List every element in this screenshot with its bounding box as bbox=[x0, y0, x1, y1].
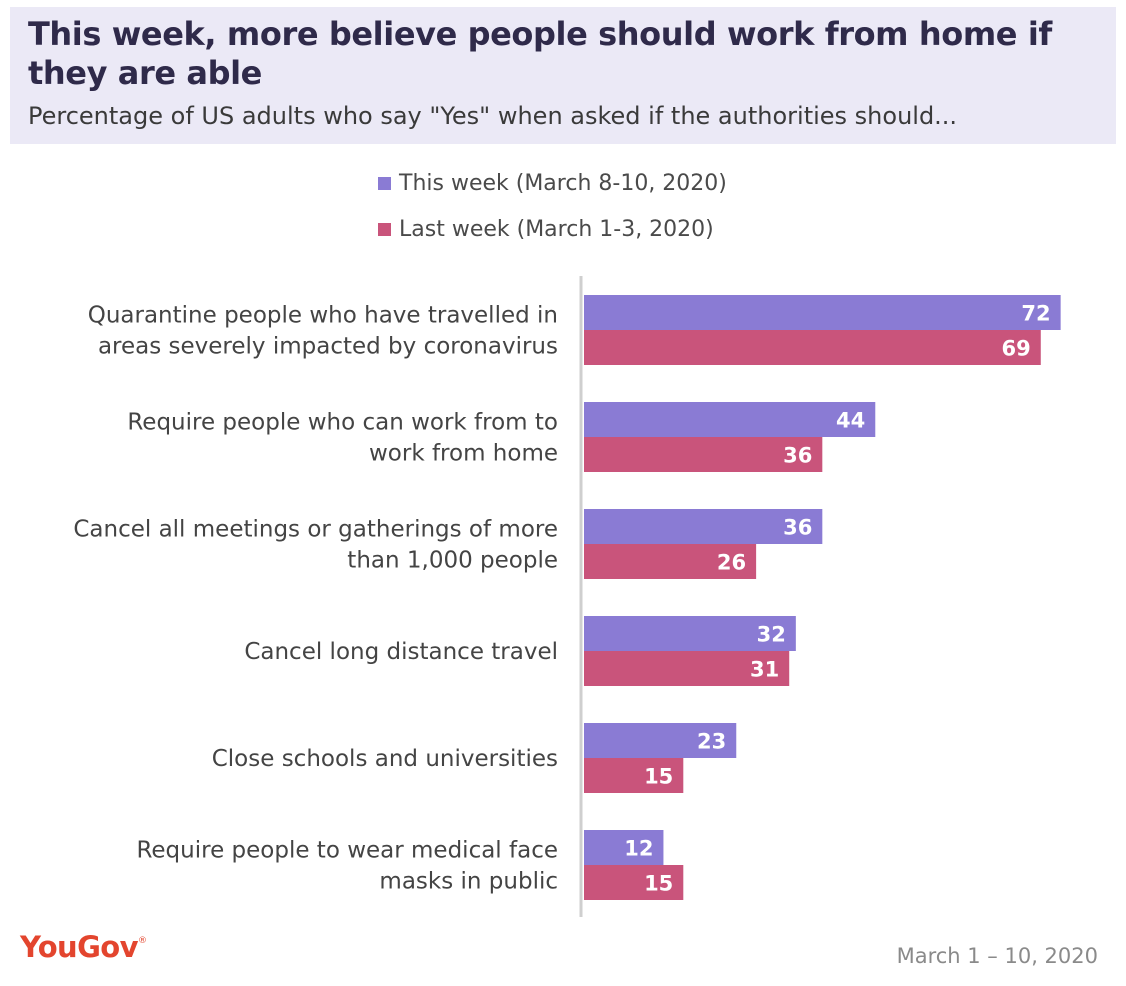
category-label-line: than 1,000 people bbox=[347, 548, 558, 574]
bar-this-week bbox=[584, 295, 1061, 330]
category-label-line: Quarantine people who have travelled in bbox=[88, 303, 558, 329]
bar-last-week bbox=[584, 865, 684, 900]
bar-last-week bbox=[584, 330, 1041, 365]
date-range: March 1 – 10, 2020 bbox=[896, 944, 1098, 968]
data-label-last-week: 26 bbox=[717, 551, 746, 575]
bar-this-week bbox=[584, 402, 876, 437]
category-label-line: masks in public bbox=[379, 869, 558, 895]
category-label-line: Close schools and universities bbox=[212, 746, 558, 772]
header-panel: This week, more believe people should wo… bbox=[10, 7, 1116, 144]
legend-label-this-week: This week (March 8-10, 2020) bbox=[399, 170, 727, 196]
data-label-this-week: 23 bbox=[697, 730, 726, 754]
data-label-this-week: 32 bbox=[757, 623, 786, 647]
legend-item-last-week: Last week (March 1-3, 2020) bbox=[378, 212, 727, 246]
category-label: Cancel long distance travel bbox=[244, 639, 558, 665]
yougov-logo: YouGov® bbox=[20, 930, 147, 964]
legend-item-this-week: This week (March 8-10, 2020) bbox=[378, 166, 727, 200]
bar-last-week bbox=[584, 437, 823, 472]
category-label: Require people who can work from to work … bbox=[127, 410, 558, 467]
bar-chart: Quarantine people who have travelled in a… bbox=[73, 276, 1061, 917]
category-label-line: work from home bbox=[369, 441, 558, 467]
category-label-line: areas severely impacted by coronavirus bbox=[98, 334, 558, 360]
legend: This week (March 8-10, 2020) Last week (… bbox=[378, 166, 727, 258]
chart-title: This week, more believe people should wo… bbox=[28, 15, 1052, 92]
data-label-last-week: 31 bbox=[750, 658, 779, 682]
bar-this-week bbox=[584, 616, 796, 651]
bar-this-week bbox=[584, 509, 823, 544]
data-label-this-week: 72 bbox=[1021, 302, 1050, 326]
category-label-line: Cancel all meetings or gatherings of mor… bbox=[73, 517, 558, 543]
category-label: Cancel all meetings or gatherings of mor… bbox=[73, 517, 558, 574]
bar-last-week bbox=[584, 651, 790, 686]
legend-swatch-this-week bbox=[378, 176, 391, 190]
data-label-this-week: 44 bbox=[836, 409, 865, 433]
bar-this-week bbox=[584, 723, 737, 758]
category-label-line: Require people to wear medical face bbox=[136, 838, 558, 864]
data-label-this-week: 12 bbox=[624, 837, 653, 861]
category-label: Close schools and universities bbox=[212, 746, 558, 772]
legend-swatch-last-week bbox=[378, 222, 391, 236]
category-label-line: Require people who can work from to bbox=[127, 410, 558, 436]
data-label-last-week: 36 bbox=[783, 444, 812, 468]
legend-label-last-week: Last week (March 1-3, 2020) bbox=[399, 216, 714, 242]
chart-subtitle: Percentage of US adults who say "Yes" wh… bbox=[28, 102, 958, 130]
data-label-last-week: 15 bbox=[644, 872, 673, 896]
category-label: Require people to wear medical face masks… bbox=[136, 838, 558, 895]
data-label-this-week: 36 bbox=[783, 516, 812, 540]
category-label-line: Cancel long distance travel bbox=[244, 639, 558, 665]
bar-this-week bbox=[584, 830, 664, 865]
category-label: Quarantine people who have travelled in a… bbox=[88, 303, 558, 360]
data-label-last-week: 69 bbox=[1002, 337, 1031, 361]
bar-last-week bbox=[584, 758, 684, 793]
bar-last-week bbox=[584, 544, 757, 579]
data-label-last-week: 15 bbox=[644, 765, 673, 789]
